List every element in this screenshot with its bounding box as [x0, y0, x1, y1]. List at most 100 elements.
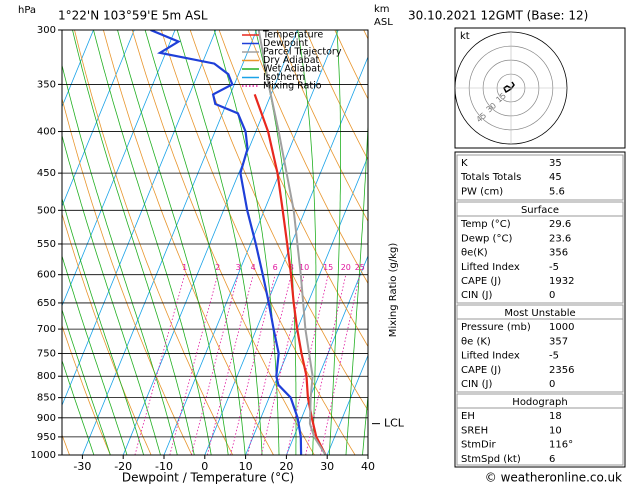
isotherm	[62, 30, 176, 307]
mixing-ratio-value: 20	[341, 263, 351, 272]
x-tick-label: 0	[201, 460, 208, 473]
table-label: PW (cm)	[461, 186, 503, 197]
mixing-ratio-line	[320, 274, 361, 455]
table-value: -5	[549, 351, 559, 362]
table-value: 35	[549, 158, 562, 169]
isotherm	[286, 254, 368, 455]
legend-label: Parcel Trajectory	[263, 47, 342, 58]
table-title: Most Unstable	[504, 308, 575, 319]
isotherm	[326, 354, 368, 455]
legend-label: Mixing Ratio	[263, 81, 322, 92]
isotherm	[62, 30, 217, 407]
y-tick-label: 750	[37, 348, 56, 359]
wet-adiabat	[362, 391, 368, 455]
mixing-ratio-line	[169, 274, 219, 455]
mixing-ratio-line	[206, 274, 254, 455]
isotherm	[163, 30, 339, 455]
y-tick-label: 950	[37, 432, 56, 443]
wet-adiabat	[62, 196, 145, 455]
table-title: Hodograph	[512, 397, 567, 408]
table-box	[456, 201, 624, 304]
isotherm	[82, 30, 258, 455]
table-value: 18	[549, 411, 562, 422]
table-label: StmSpd (kt)	[461, 454, 521, 465]
panel-frame	[454, 151, 626, 468]
table-label: SREH	[461, 425, 488, 436]
date-title: 30.10.2021 12GMT (Base: 12)	[408, 9, 588, 23]
profile-line	[257, 30, 327, 455]
table-title: Surface	[521, 205, 559, 216]
x-tick-label: 20	[279, 460, 293, 473]
x-tick-label: 10	[239, 460, 253, 473]
mixing-ratio-value: 3	[236, 263, 241, 272]
x-tick-label: -10	[155, 460, 173, 473]
x-tick-label: 40	[361, 460, 375, 473]
mixing-ratio-value: 4	[251, 263, 256, 272]
table-label: θe(K)	[461, 248, 488, 259]
mixing-ratio-value: 25	[355, 263, 365, 272]
y-tick-label: 650	[37, 298, 56, 309]
table-label: Temp (°C)	[460, 219, 511, 230]
table-label: StmDir	[461, 440, 496, 451]
wet-adiabat	[62, 254, 128, 455]
y-tick-label: 400	[37, 127, 56, 138]
wet-adiabat	[176, 30, 263, 455]
plot-area: 1 2 3 4 6 8 10 15 20 25	[62, 30, 368, 455]
y-tick-label: 1000	[31, 450, 56, 461]
wet-adiabat	[62, 63, 178, 455]
table-value: -5	[549, 262, 559, 273]
y-tick-label: 300	[37, 25, 56, 36]
mixing-ratio-label: Mixing Ratio (g/kg)	[388, 243, 399, 338]
table-value: 45	[549, 172, 562, 183]
table-label: Lifted Index	[461, 351, 520, 362]
legend-label: Dewpoint	[263, 38, 308, 49]
plot-frame	[61, 29, 369, 456]
table-value: 1932	[549, 276, 574, 287]
x-tick-label: -20	[114, 460, 132, 473]
mixing-ratio-value: 1	[182, 263, 187, 272]
y-axis-label: hPa	[18, 5, 36, 16]
table-value: 1000	[549, 322, 574, 333]
y-tick-label: 450	[37, 168, 56, 179]
table-label: K	[461, 158, 468, 169]
legend-label: Wet Adiabat	[263, 64, 321, 75]
legend-label: Temperature	[262, 30, 323, 41]
table-value: 6	[549, 454, 555, 465]
table-box	[456, 154, 624, 201]
table-value: 2356	[549, 365, 574, 376]
mixing-ratio-value: 2	[215, 263, 220, 272]
isotherm	[62, 30, 135, 208]
hodograph-trace	[503, 81, 515, 94]
isotherm	[204, 55, 368, 455]
profile-line	[150, 30, 303, 455]
y-tick-label: 600	[37, 270, 56, 281]
hodograph-unit: kt	[460, 31, 470, 42]
location-title: 1°22'N 103°59'E 5m ASL	[58, 9, 208, 23]
asl-label: ASL	[374, 17, 393, 28]
x-axis-label: Dewpoint / Temperature (°C)	[122, 471, 294, 485]
table-label: CAPE (J)	[461, 276, 501, 287]
mixing-ratio-line	[134, 274, 186, 455]
x-tick-label: -30	[73, 460, 91, 473]
wet-adiabat	[345, 115, 368, 455]
km-label: km	[374, 4, 390, 15]
table-label: CIN (J)	[461, 379, 492, 390]
y-tick-label: 500	[37, 205, 56, 216]
table-value: 116°	[549, 440, 573, 451]
table-value: 10	[549, 425, 562, 436]
table-value: 0	[549, 290, 555, 301]
table-value: 29.6	[549, 219, 571, 230]
table-value: 23.6	[549, 233, 571, 244]
footer: © weatheronline.co.uk	[485, 471, 622, 485]
isotherm	[62, 30, 94, 108]
wet-adiabat	[117, 30, 229, 455]
table-label: EH	[461, 411, 475, 422]
dry-adiabat	[276, 30, 368, 223]
wet-adiabat	[72, 30, 195, 455]
table-value: 0	[549, 379, 555, 390]
table-label: Pressure (mb)	[461, 322, 531, 333]
table-label: θe (K)	[461, 336, 491, 347]
